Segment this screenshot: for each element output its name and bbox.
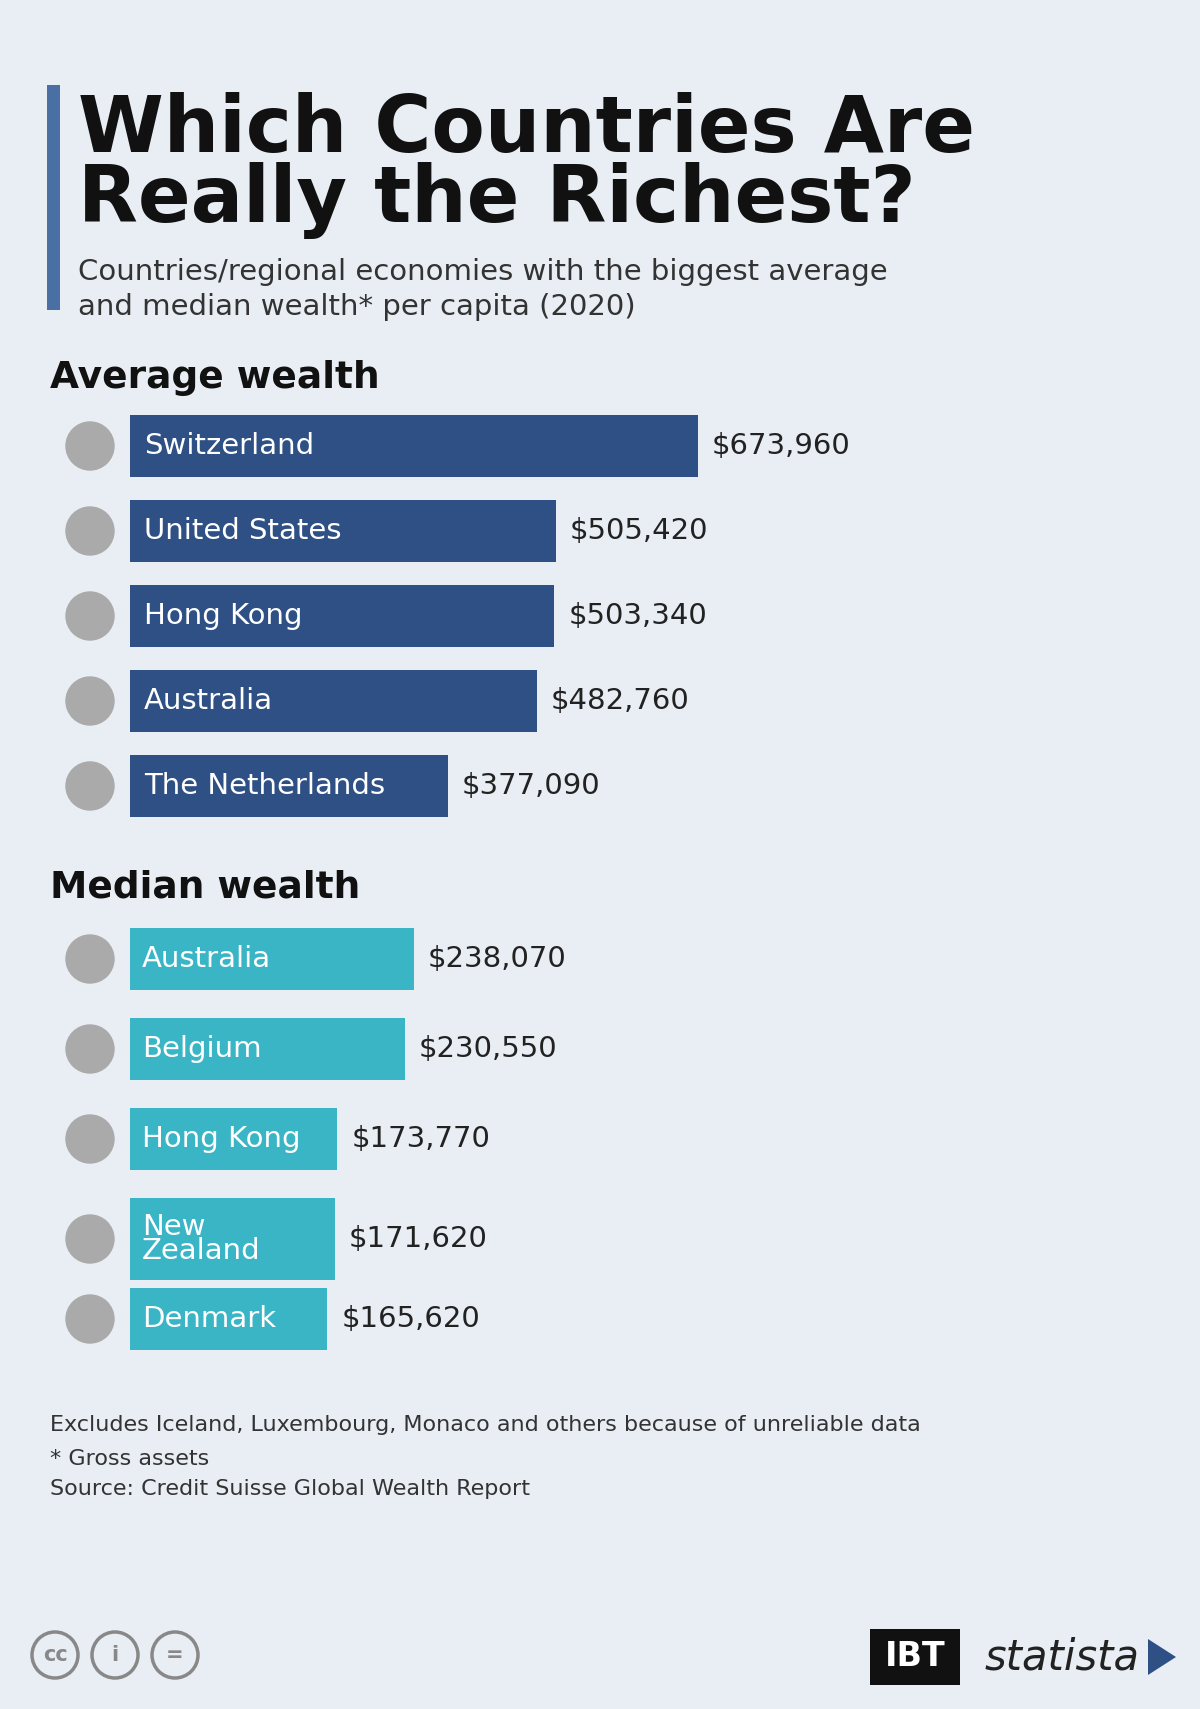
Text: $173,770: $173,770 <box>352 1125 490 1154</box>
Text: Denmark: Denmark <box>142 1306 276 1333</box>
FancyBboxPatch shape <box>47 85 60 309</box>
Text: Hong Kong: Hong Kong <box>144 602 302 631</box>
FancyBboxPatch shape <box>130 415 698 477</box>
Text: Zealand: Zealand <box>142 1237 260 1265</box>
Text: $171,620: $171,620 <box>349 1225 487 1253</box>
Text: $505,420: $505,420 <box>570 518 708 545</box>
Text: Average wealth: Average wealth <box>50 361 379 396</box>
Text: Source: Credit Suisse Global Wealth Report: Source: Credit Suisse Global Wealth Repo… <box>50 1478 530 1499</box>
FancyBboxPatch shape <box>130 1198 335 1280</box>
FancyBboxPatch shape <box>870 1629 960 1685</box>
Circle shape <box>66 935 114 983</box>
FancyBboxPatch shape <box>130 1289 328 1350</box>
FancyBboxPatch shape <box>130 928 414 990</box>
FancyBboxPatch shape <box>130 501 556 562</box>
Text: $165,620: $165,620 <box>342 1306 480 1333</box>
Text: $482,760: $482,760 <box>551 687 690 714</box>
Text: $377,090: $377,090 <box>462 772 600 800</box>
Text: Countries/regional economies with the biggest average: Countries/regional economies with the bi… <box>78 258 888 285</box>
Text: IBT: IBT <box>884 1641 946 1673</box>
Text: i: i <box>112 1646 119 1665</box>
Circle shape <box>66 1025 114 1073</box>
Text: Excludes Iceland, Luxembourg, Monaco and others because of unreliable data: Excludes Iceland, Luxembourg, Monaco and… <box>50 1415 920 1436</box>
Text: and median wealth* per capita (2020): and median wealth* per capita (2020) <box>78 292 636 321</box>
Text: Belgium: Belgium <box>142 1036 262 1063</box>
Text: statista: statista <box>985 1636 1140 1678</box>
Text: New: New <box>142 1213 205 1241</box>
Text: $673,960: $673,960 <box>712 432 851 460</box>
Text: United States: United States <box>144 518 342 545</box>
FancyBboxPatch shape <box>130 755 448 817</box>
Circle shape <box>66 1215 114 1263</box>
Text: * Gross assets: * Gross assets <box>50 1449 209 1470</box>
Text: Australia: Australia <box>142 945 271 972</box>
FancyBboxPatch shape <box>130 1019 404 1080</box>
Circle shape <box>66 1295 114 1343</box>
FancyBboxPatch shape <box>130 670 536 731</box>
Text: Hong Kong: Hong Kong <box>142 1125 300 1154</box>
Text: cc: cc <box>43 1646 67 1665</box>
Circle shape <box>66 508 114 555</box>
Text: $238,070: $238,070 <box>428 945 566 972</box>
Text: Australia: Australia <box>144 687 274 714</box>
Text: =: = <box>166 1646 184 1665</box>
Circle shape <box>66 1114 114 1164</box>
FancyBboxPatch shape <box>130 584 554 648</box>
Text: Switzerland: Switzerland <box>144 432 314 460</box>
Text: Really the Richest?: Really the Richest? <box>78 162 916 239</box>
Text: The Netherlands: The Netherlands <box>144 772 385 800</box>
Text: Median wealth: Median wealth <box>50 870 360 906</box>
Text: $503,340: $503,340 <box>569 602 707 631</box>
Circle shape <box>66 762 114 810</box>
Text: Which Countries Are: Which Countries Are <box>78 92 974 167</box>
Circle shape <box>66 677 114 725</box>
Circle shape <box>66 422 114 470</box>
Polygon shape <box>1148 1639 1176 1675</box>
FancyBboxPatch shape <box>130 1107 337 1171</box>
Circle shape <box>66 591 114 639</box>
Text: $230,550: $230,550 <box>419 1036 558 1063</box>
